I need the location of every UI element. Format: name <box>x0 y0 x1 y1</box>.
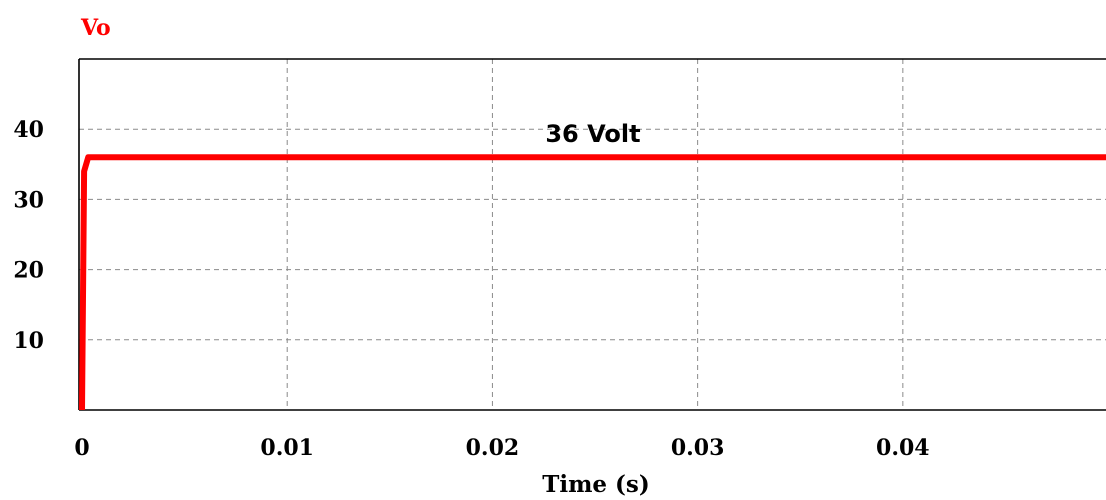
plot-background <box>79 59 1106 410</box>
series-line-vo <box>79 154 1106 411</box>
x-gridlines <box>286 59 904 410</box>
y-gridlines <box>79 128 1106 341</box>
x-tick-label: 0.02 <box>466 435 520 461</box>
series-title: Vo <box>80 15 111 41</box>
annotation-label: 36 Volt <box>545 120 640 148</box>
series-group <box>79 154 1106 411</box>
y-tick-label: 20 <box>13 258 44 284</box>
x-axis-label: Time (s) <box>542 471 650 498</box>
y-tick-labels: 10 20 30 40 <box>13 117 44 354</box>
x-tick-label: 0.01 <box>260 435 314 461</box>
plot-frame <box>78 58 1106 411</box>
x-tick-label: 0 <box>74 435 89 461</box>
y-tick-label: 30 <box>13 187 44 213</box>
y-tick-label: 10 <box>13 328 44 354</box>
x-tick-labels: 0 0.01 0.02 0.03 0.04 <box>74 435 929 461</box>
x-tick-label: 0.04 <box>876 435 930 461</box>
x-tick-label: 0.03 <box>671 435 725 461</box>
y-tick-label: 40 <box>13 117 44 143</box>
